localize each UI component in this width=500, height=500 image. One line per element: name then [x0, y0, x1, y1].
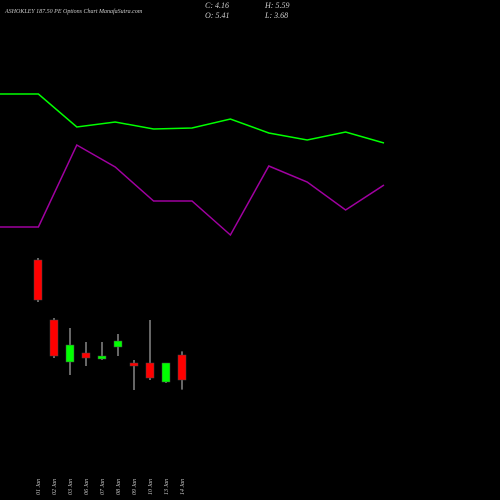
x-tick-label: 08 Jan	[116, 479, 122, 495]
x-tick-label: 14 Jan	[179, 479, 186, 495]
candle-body	[161, 362, 171, 383]
x-tick-label: 13 Jan	[164, 479, 170, 495]
info-label: C: 4.16	[205, 1, 229, 10]
x-tick-label: 10 Jan	[148, 479, 154, 495]
line-series	[0, 143, 385, 237]
candle-body	[65, 344, 75, 363]
chart-title: ASHOKLEY 187.50 PE Options Chart ManafaS…	[4, 8, 143, 15]
x-tick-label: 03 Jan	[68, 479, 74, 495]
x-tick-label: 07 Jan	[100, 479, 106, 495]
candle-body	[97, 355, 107, 360]
x-tick-label: 02 Jan	[52, 479, 58, 495]
candle-body	[113, 340, 123, 348]
info-label: H: 5.59	[264, 1, 289, 10]
candle-body	[129, 362, 139, 367]
x-tick-label: 01 Jan	[36, 479, 42, 495]
line-series	[0, 93, 385, 144]
x-tick-label: 09 Jan	[132, 479, 138, 495]
info-label: O: 5.41	[205, 11, 229, 20]
candle-body	[33, 259, 43, 301]
candle-body	[145, 362, 155, 379]
candle-body	[177, 354, 187, 381]
x-tick-label: 06 Jan	[84, 479, 90, 495]
candle-body	[81, 352, 91, 359]
candle-body	[49, 319, 59, 357]
info-label: L: 3.68	[264, 11, 288, 20]
